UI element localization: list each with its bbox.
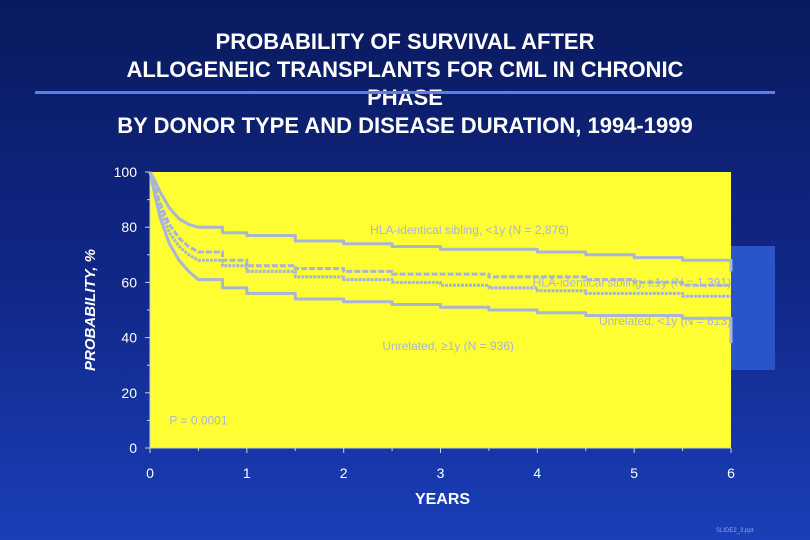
decorative-side-panel bbox=[725, 246, 775, 370]
chart-title-line-4: BY DONOR TYPE AND DISEASE DURATION, 1994… bbox=[117, 113, 693, 138]
y-tick-label: 0 bbox=[129, 440, 137, 456]
x-tick-label: 4 bbox=[533, 465, 541, 481]
plot-area bbox=[150, 172, 731, 448]
x-tick-label: 0 bbox=[146, 465, 154, 481]
y-tick-label: 40 bbox=[121, 330, 137, 346]
annotation-label-3: Unrelated, <1y (N = 613) bbox=[599, 314, 731, 328]
slide-footnote: SLIDE2_3.ppt bbox=[716, 528, 754, 534]
annotation-label-2: HLA-identical sibling, ≥1y (N = 1,391) bbox=[533, 276, 731, 290]
x-tick-label: 6 bbox=[727, 465, 735, 481]
y-tick-label: 80 bbox=[121, 219, 137, 235]
x-tick-label: 1 bbox=[243, 465, 251, 481]
series-line-2 bbox=[148, 171, 731, 287]
series-line-3 bbox=[148, 171, 731, 298]
chart-title-line-2: ALLOGENEIC TRANSPLANTS FOR CML IN CHRONI… bbox=[126, 57, 684, 82]
annotation-label-5: P = 0.0001 bbox=[169, 414, 227, 428]
x-tick-label: 5 bbox=[630, 465, 638, 481]
y-tick-label: 20 bbox=[121, 385, 137, 401]
annotation-label-1: HLA-identical sibling, <1y (N = 2,876) bbox=[370, 223, 569, 237]
y-tick-label: 60 bbox=[121, 274, 137, 290]
series-line-4 bbox=[148, 171, 733, 344]
x-tick-label: 3 bbox=[437, 465, 445, 481]
annotation-label-4: Unrelated, ≥1y (N = 936) bbox=[382, 339, 514, 353]
x-axis-title: YEARS bbox=[415, 491, 470, 508]
y-axis-title: PROBABILITY, % bbox=[82, 249, 99, 371]
chart-title-line-3: PHASE bbox=[367, 85, 443, 110]
x-tick-label: 2 bbox=[340, 465, 348, 481]
y-tick-label: 100 bbox=[114, 164, 138, 180]
series-line-1 bbox=[148, 171, 733, 272]
title-underline bbox=[35, 91, 775, 94]
chart-title: PROBABILITY OF SURVIVAL AFTER ALLOGENEIC… bbox=[40, 28, 770, 140]
chart-title-line-1: PROBABILITY OF SURVIVAL AFTER bbox=[215, 29, 595, 54]
